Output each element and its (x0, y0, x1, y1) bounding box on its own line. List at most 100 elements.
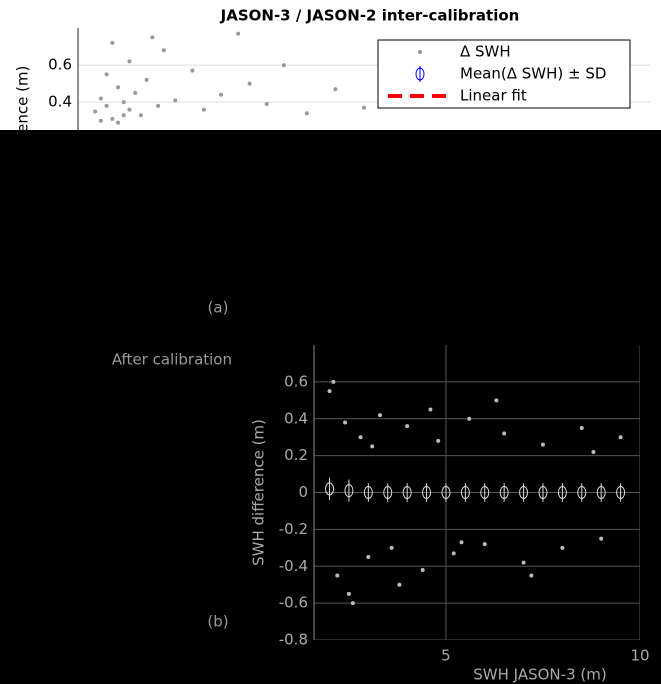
point (161, 48, 166, 53)
point (144, 77, 149, 82)
panel-label: (b) (207, 613, 228, 631)
point (121, 100, 126, 105)
point (618, 435, 623, 440)
point (591, 449, 596, 454)
y-tick-label: 0 (298, 483, 308, 501)
point (366, 555, 371, 560)
point (247, 81, 252, 86)
point (350, 601, 355, 606)
point (127, 59, 132, 64)
chart-title: JASON-3 / JASON-2 inter-calibration (220, 7, 520, 25)
point (482, 542, 487, 547)
point (104, 103, 109, 108)
y-tick-label: 0.4 (284, 409, 308, 427)
x-axis-label: SWH JASON-3 (m) (473, 666, 606, 684)
point (502, 431, 507, 436)
y-tick-label: 0.4 (48, 93, 72, 111)
y-axis-label: SWH difference (m) (14, 66, 32, 213)
point (377, 413, 382, 418)
point (459, 540, 464, 545)
point (127, 107, 132, 112)
point (370, 444, 375, 449)
point (201, 107, 206, 112)
point (331, 379, 336, 384)
y-tick-label: -0.4 (279, 557, 308, 575)
point (190, 68, 195, 73)
point (560, 545, 565, 550)
plot-area (314, 345, 640, 640)
mean-marker (402, 486, 412, 499)
mean-marker (441, 486, 451, 499)
mean-marker (460, 486, 470, 499)
legend-symbol (418, 50, 422, 54)
mean-marker (422, 486, 432, 499)
point (264, 102, 269, 107)
x-tick-label: 10 (630, 647, 649, 665)
mean-marker (538, 486, 548, 499)
point (281, 63, 286, 68)
mean-marker (344, 484, 354, 498)
point (362, 105, 366, 110)
point (521, 560, 526, 565)
point (428, 407, 433, 412)
point (420, 567, 425, 572)
point (110, 40, 115, 45)
y-tick-label: -0.8 (279, 631, 308, 649)
point (494, 398, 499, 403)
point (104, 72, 109, 77)
mean-marker (480, 486, 490, 499)
y-tick-label: 0.6 (48, 56, 72, 74)
mean-marker (557, 486, 567, 499)
point (116, 120, 121, 125)
legend-label: Δ SWH (460, 43, 511, 61)
point (121, 113, 126, 118)
point (116, 85, 121, 90)
point (529, 573, 534, 578)
point (304, 111, 309, 116)
point (335, 573, 340, 578)
point (98, 96, 103, 101)
x-tick-label: 5 (441, 647, 451, 665)
point (138, 113, 143, 118)
point (150, 35, 155, 40)
y-axis-label: SWH difference (m) (250, 419, 268, 566)
point (540, 442, 545, 447)
point (346, 591, 351, 596)
y-tick-label: -0.6 (279, 594, 308, 612)
legend-label: Linear fit (460, 87, 527, 105)
mean-marker (325, 482, 335, 496)
point (156, 103, 161, 108)
mean-marker (499, 486, 509, 499)
point (110, 116, 115, 121)
point (579, 425, 584, 430)
point (173, 98, 178, 103)
point (467, 416, 472, 421)
mean-marker (519, 486, 529, 499)
mean-marker (383, 486, 393, 499)
mean-marker (577, 486, 587, 499)
mean-marker (596, 486, 606, 499)
glitch-area (0, 130, 661, 684)
point (327, 389, 332, 394)
point (397, 582, 402, 587)
point (133, 90, 138, 95)
point (219, 92, 223, 97)
point (93, 109, 98, 114)
point (98, 118, 103, 123)
y-tick-label: 0.2 (284, 446, 308, 464)
y-tick-label: -0.2 (279, 520, 308, 538)
point (451, 551, 456, 556)
point (358, 435, 363, 440)
point (405, 424, 410, 429)
mean-marker (616, 486, 626, 499)
point (236, 31, 241, 36)
y-tick-label: 0.6 (284, 372, 308, 390)
mean-marker (363, 486, 373, 499)
point (436, 438, 441, 443)
point (333, 87, 338, 92)
point (389, 545, 394, 550)
panel-label: (a) (208, 299, 229, 317)
point (599, 536, 604, 541)
